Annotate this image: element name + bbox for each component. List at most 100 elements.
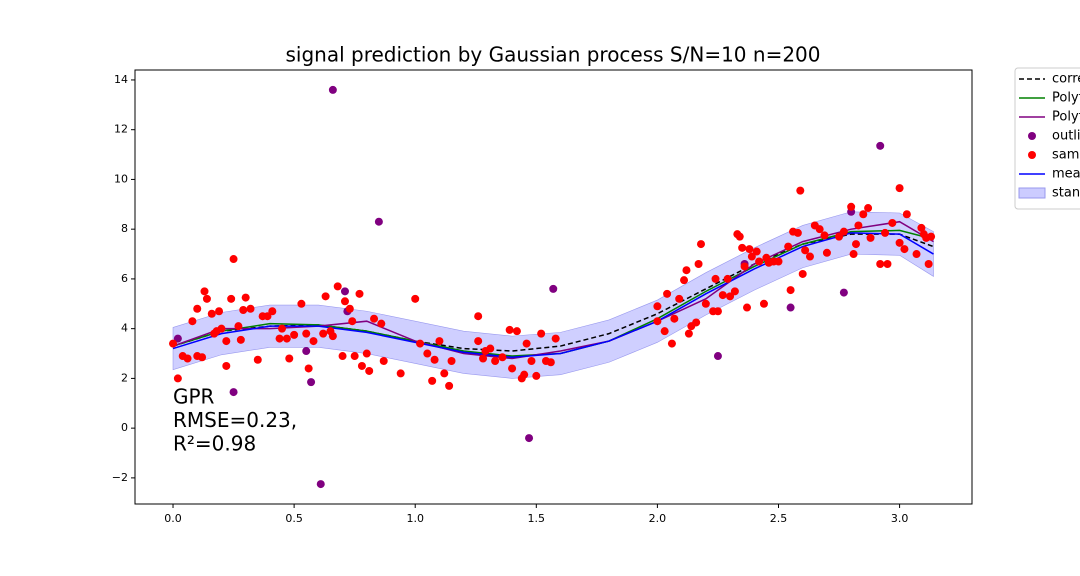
point [774,257,783,266]
x-tick-label: 0.0 [164,512,182,525]
point [169,339,178,348]
point [321,292,330,301]
point [333,282,342,291]
point [263,312,272,321]
point [822,248,831,257]
point [200,287,209,296]
point [551,334,560,343]
point [297,299,306,308]
annotation: R²=0.98 [173,432,256,456]
point [859,210,868,219]
point [849,250,858,259]
point [653,302,662,311]
point [680,276,689,285]
point [835,232,844,241]
point [701,299,710,308]
point [670,314,679,323]
point [319,329,328,338]
point [188,317,197,326]
point [847,202,856,211]
point [508,364,517,373]
point [302,347,311,356]
point [357,361,366,370]
legend-label: Polyf [1052,91,1080,106]
point [328,332,337,341]
x-tick-label: 2.5 [770,512,788,525]
line [172,232,934,359]
point [718,291,727,300]
point [239,306,248,315]
x-tick-label: 1.5 [528,512,546,525]
point [730,287,739,296]
legend-label: mear [1052,167,1080,182]
point [900,245,909,254]
point [667,339,676,348]
point [713,307,722,316]
point [348,317,357,326]
point [236,335,245,344]
point [207,309,216,318]
x-tick-label: 3.0 [891,512,909,525]
point [285,354,294,363]
point [268,307,277,316]
point [275,334,284,343]
point [227,294,236,303]
point [304,364,313,373]
point [217,324,226,333]
point [193,304,202,313]
point [912,250,921,259]
point [546,358,555,367]
point [340,297,349,306]
legend-label: corre [1052,72,1080,87]
point [755,257,764,266]
point [246,304,255,313]
point [895,238,904,247]
point [784,242,793,251]
point [723,274,732,283]
point [290,330,299,339]
annotation: RMSE=0.23, [173,408,297,432]
point [839,288,848,297]
point [411,294,420,303]
point [474,337,483,346]
point [416,339,425,348]
point [309,337,318,346]
point [370,314,379,323]
point [229,255,238,264]
point [338,352,347,361]
legend-label: stand [1052,186,1080,201]
point [522,339,531,348]
point [374,217,383,226]
point [549,284,558,293]
point [222,361,231,370]
point [735,232,744,241]
legend-label: Polyf [1052,110,1080,125]
point [740,262,749,271]
point [505,325,514,334]
point [328,85,337,94]
point [498,353,507,362]
y-tick-label: 6 [121,272,128,285]
point [525,434,534,443]
point [365,366,374,375]
point [350,352,359,361]
point [815,225,824,234]
point [851,240,860,249]
std-band [172,211,934,379]
chart-title: signal prediction by Gaussian process S/… [286,43,821,67]
point [520,370,529,379]
point [486,344,495,353]
y-tick-label: 10 [114,172,128,185]
point [663,289,672,298]
point [512,327,521,336]
y-tick-label: 2 [121,371,128,384]
point [234,322,243,331]
point [738,243,747,252]
point [215,307,224,316]
plot-area [169,85,936,489]
point [839,227,848,236]
point [660,327,669,336]
